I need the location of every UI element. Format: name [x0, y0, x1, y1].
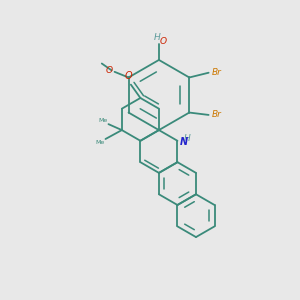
- Text: Br: Br: [212, 68, 221, 77]
- Text: O: O: [159, 37, 166, 46]
- Text: Me: Me: [95, 140, 105, 146]
- Text: Br: Br: [212, 110, 221, 119]
- Text: N: N: [180, 137, 188, 147]
- Text: O: O: [125, 71, 132, 81]
- Text: O: O: [106, 66, 113, 75]
- Text: H: H: [184, 134, 191, 143]
- Text: Me: Me: [98, 118, 108, 123]
- Text: H: H: [154, 32, 161, 41]
